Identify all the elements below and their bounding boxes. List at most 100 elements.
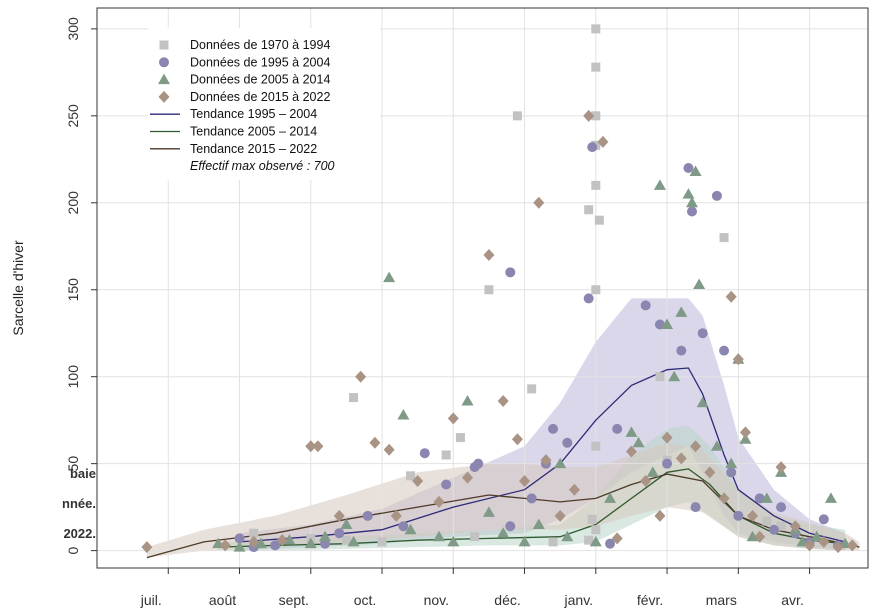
data-point: [591, 62, 601, 72]
data-point: [810, 530, 823, 542]
data-point: [584, 535, 594, 545]
data-point: [497, 395, 509, 408]
data-point: [526, 493, 537, 504]
data-point: [739, 426, 751, 439]
data-point: [270, 540, 281, 551]
data-point: [312, 440, 324, 453]
data-point: [406, 471, 416, 481]
data-point: [746, 530, 759, 542]
data-point: [605, 538, 616, 549]
data-point: [233, 541, 246, 552]
x-tick-label: févr.: [637, 592, 663, 608]
data-point: [776, 521, 786, 531]
legend-entry-label: Tendance 2005 – 2014: [190, 125, 317, 139]
data-point: [347, 535, 360, 547]
data-point: [789, 520, 801, 533]
data-point: [710, 440, 723, 451]
data-point: [668, 370, 681, 382]
trend-line-3: [146, 473, 860, 559]
data-point: [693, 278, 706, 290]
data-point: [527, 384, 537, 394]
data-point: [612, 423, 623, 434]
data-point: [412, 475, 424, 488]
data-point: [349, 393, 359, 403]
y-tick-label: 200: [65, 191, 81, 215]
data-point: [591, 441, 601, 451]
data-point: [683, 163, 694, 173]
data-point: [533, 196, 545, 209]
data-point: [719, 345, 730, 356]
x-tick-label: déc.: [494, 592, 520, 608]
legend-entry-label: Tendance 2015 – 2022: [190, 142, 317, 156]
data-point: [591, 24, 601, 34]
data-point: [462, 471, 474, 484]
data-point: [591, 285, 601, 295]
data-point: [419, 448, 430, 459]
data-point: [804, 539, 816, 552]
trend-line-1: [239, 367, 846, 543]
data-point: [796, 535, 809, 547]
data-point: [589, 535, 602, 547]
data-point: [818, 535, 830, 548]
data-point: [594, 215, 604, 225]
y-tick-label: 0: [65, 547, 81, 555]
y-tick-label: 250: [65, 104, 81, 128]
data-point: [696, 396, 709, 408]
data-point: [305, 440, 317, 453]
data-point: [754, 530, 766, 543]
data-point: [591, 111, 601, 121]
x-tick-label: mars: [706, 592, 737, 608]
data-point: [433, 495, 445, 508]
data-point: [689, 165, 702, 176]
legend-entry-label: Données de 1970 à 1994: [190, 38, 330, 52]
data-point: [340, 518, 353, 530]
x-tick-label: août: [209, 592, 236, 608]
data-point: [519, 475, 531, 488]
data-point: [653, 179, 666, 190]
data-point: [676, 345, 687, 356]
data-point: [512, 111, 522, 121]
data-point: [640, 475, 652, 488]
data-point: [591, 180, 601, 190]
data-point: [505, 267, 516, 278]
data-point: [768, 524, 779, 535]
data-point: [685, 196, 698, 208]
data-point: [219, 539, 231, 552]
data-point: [704, 466, 716, 479]
data-point: [739, 433, 752, 444]
x-tick-label: juil.: [140, 592, 162, 608]
confidence-band-1: [239, 298, 846, 551]
data-point: [591, 525, 601, 535]
data-points: [141, 24, 858, 554]
legend-entry-label: Données de 2005 à 2014: [190, 73, 330, 87]
data-point: [369, 436, 381, 449]
data-point: [604, 492, 617, 503]
data-point: [276, 534, 288, 547]
data-point: [655, 372, 665, 382]
data-point: [532, 518, 545, 530]
data-point: [818, 514, 829, 525]
data-point: [725, 457, 738, 469]
data-point: [583, 293, 594, 304]
legend-marker-swatch: [159, 40, 169, 50]
legend-entry-label: Données de 1995 à 2004: [190, 55, 330, 69]
data-point: [733, 510, 744, 521]
series-4: [141, 109, 858, 554]
data-point: [397, 408, 410, 420]
data-point: [398, 521, 409, 532]
x-tick-label: avr.: [781, 592, 804, 608]
data-point: [234, 533, 245, 544]
data-point: [455, 433, 465, 443]
data-point: [686, 206, 697, 217]
confidence-bands: [146, 298, 860, 558]
data-point: [584, 205, 594, 215]
x-axis: juil. août sept. oct. nov. déc. janv. févr. mars…: [140, 568, 811, 608]
data-point: [632, 436, 645, 448]
y-tick-label: 100: [65, 365, 81, 389]
data-point: [283, 534, 296, 545]
grid: [97, 8, 868, 568]
x-tick-label: oct.: [354, 592, 377, 608]
data-point: [568, 483, 580, 496]
data-point: [511, 433, 523, 446]
data-point: [776, 502, 787, 513]
